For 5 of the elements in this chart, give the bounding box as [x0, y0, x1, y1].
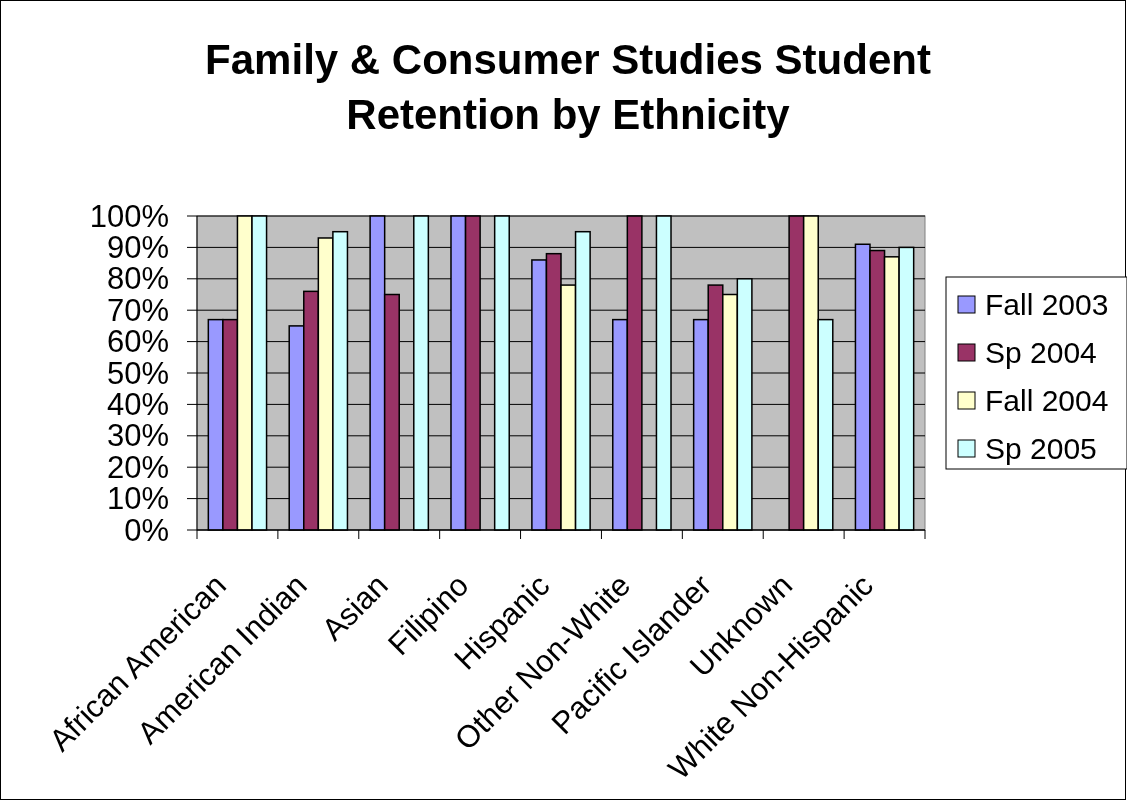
chart-title: Family & Consumer Studies Student Retention by Ethnicity [205, 36, 931, 138]
legend-label: Fall 2004 [985, 384, 1109, 417]
legend-label: Sp 2005 [985, 432, 1097, 465]
legend-label: Sp 2004 [985, 336, 1097, 369]
legend-label: Fall 2003 [985, 288, 1109, 321]
